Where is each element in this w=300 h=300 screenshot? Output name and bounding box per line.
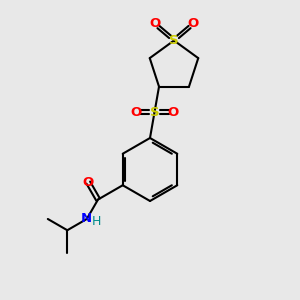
Text: O: O	[150, 17, 161, 31]
Text: O: O	[83, 176, 94, 189]
Text: H: H	[92, 215, 101, 228]
Text: O: O	[167, 106, 179, 119]
Text: S: S	[150, 106, 159, 119]
Text: N: N	[81, 212, 92, 226]
Text: O: O	[130, 106, 142, 119]
Text: S: S	[169, 34, 179, 47]
Text: O: O	[187, 17, 198, 31]
